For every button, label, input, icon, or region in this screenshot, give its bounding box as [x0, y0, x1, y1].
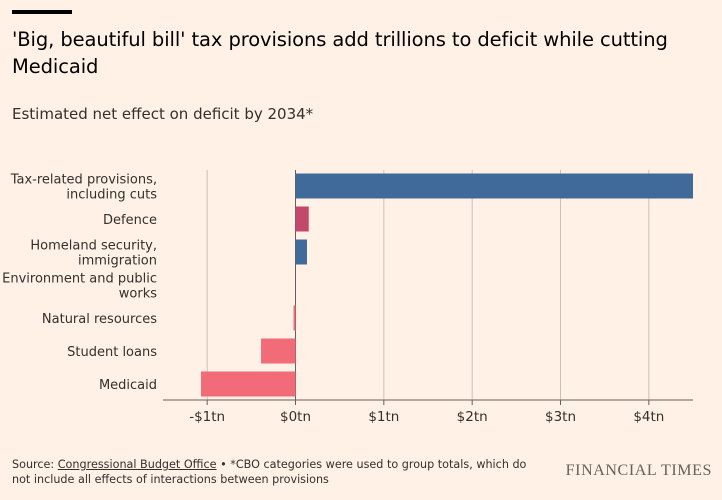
bar-5	[261, 338, 296, 364]
bar-0	[295, 173, 693, 199]
category-label-4: Natural resources	[42, 312, 157, 327]
bar-1	[295, 206, 309, 232]
category-label-5: Student loans	[67, 345, 157, 360]
x-tick-label-4: $3tn	[545, 409, 576, 425]
x-tick-label-2: $1tn	[368, 409, 399, 425]
chart-subtitle: Estimated net effect on deficit by 2034*	[12, 105, 314, 123]
bar-4	[293, 305, 296, 331]
x-tick-label-5: $4tn	[633, 409, 664, 425]
source-note: • *CBO categories were used to group tot…	[12, 458, 527, 486]
category-label-0: Tax-related provisions, including cuts	[10, 173, 158, 203]
chart-title: 'Big, beautiful bill' tax provisions add…	[12, 28, 668, 78]
bar-2	[295, 239, 307, 265]
x-tick-label-0: -$1tn	[189, 409, 225, 425]
source-prefix: Source:	[12, 458, 58, 471]
source-link[interactable]: Congressional Budget Office	[57, 458, 217, 471]
category-label-1: Defence	[103, 213, 157, 228]
x-tick-label-1: $0tn	[280, 409, 311, 425]
chart-footer: Source: Congressional Budget Office • *C…	[12, 457, 542, 487]
brand-accent-bar	[12, 10, 72, 14]
category-label-6: Medicaid	[99, 378, 157, 393]
category-label-3: Environment and public works	[2, 272, 157, 302]
ft-logo: FINANCIAL TIMES	[565, 462, 712, 479]
category-label-2: Homeland security, immigration	[30, 239, 157, 269]
bar-6	[200, 371, 296, 397]
x-tick-label-3: $2tn	[457, 409, 488, 425]
